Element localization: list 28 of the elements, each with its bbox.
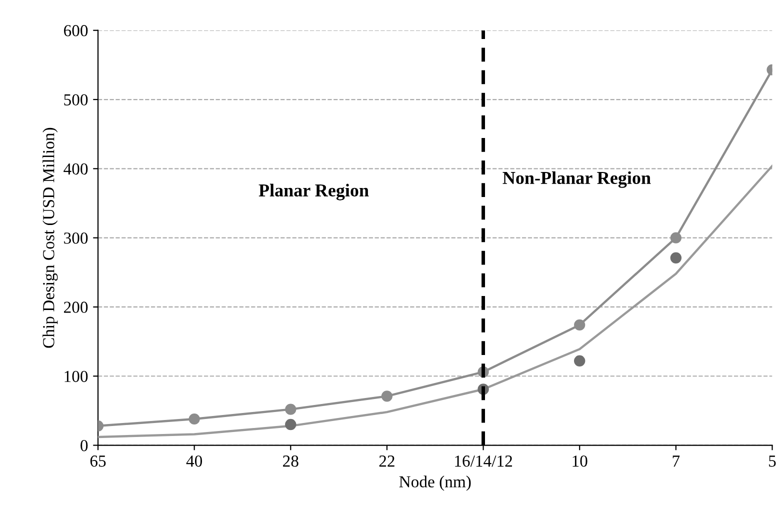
x-tick-label: 10 xyxy=(572,455,588,467)
point xyxy=(188,413,200,425)
y-tick-label: 100 xyxy=(64,370,88,382)
y-tick-label: 0 xyxy=(80,440,88,452)
point xyxy=(574,355,586,367)
x-tick-label: 22 xyxy=(379,456,394,467)
y-tick-label: 200 xyxy=(64,302,88,313)
line-series xyxy=(98,164,772,438)
point xyxy=(574,319,586,331)
point xyxy=(670,252,682,264)
x-tick-label: 7 xyxy=(672,456,680,467)
y-tick-label: 600 xyxy=(64,25,88,36)
x-tick-label: 40 xyxy=(186,455,202,467)
y-axis-title: Chip Design Cost (USD Million) xyxy=(42,128,58,348)
x-tick-label: 65 xyxy=(90,456,106,467)
x-tick-label: 5 xyxy=(769,456,776,467)
point xyxy=(285,404,296,415)
y-tick-label: 300 xyxy=(64,232,88,244)
x-tick-label: 28 xyxy=(283,455,298,467)
y-tick-label: 500 xyxy=(64,94,88,106)
point xyxy=(285,418,296,430)
annotation: Non-Planar Region xyxy=(502,171,651,188)
y-tick-label: 400 xyxy=(64,163,88,175)
x-axis-title: Node (nm) xyxy=(399,476,471,491)
annotation: Planar Region xyxy=(258,184,369,200)
point xyxy=(381,390,393,402)
point xyxy=(670,232,682,244)
x-tick-label: 16/14/12 xyxy=(455,456,512,467)
